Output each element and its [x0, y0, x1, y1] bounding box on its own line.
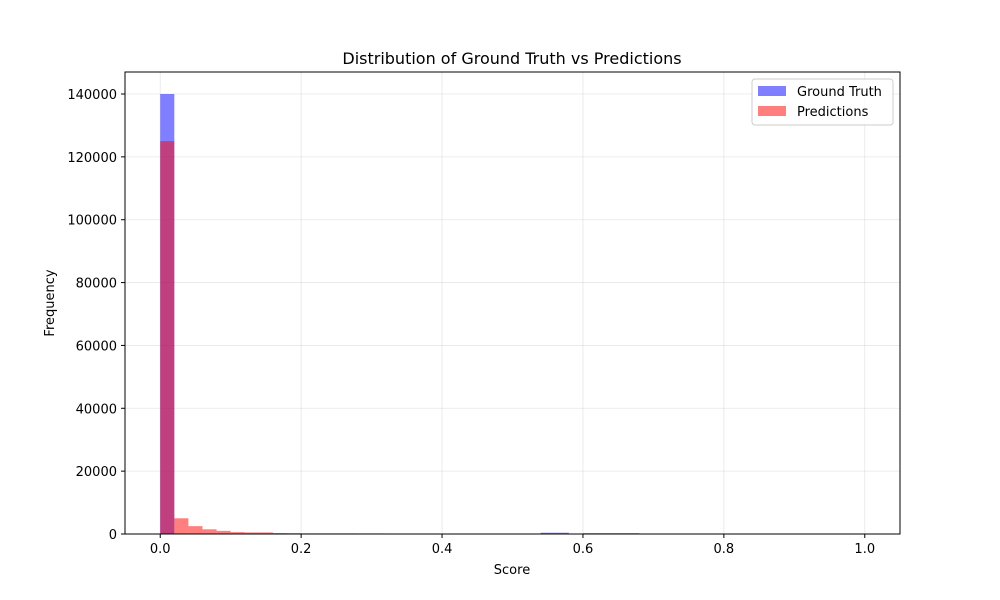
- predictions-bar: [202, 529, 217, 534]
- predictions-bar: [230, 532, 245, 534]
- x-axis-title: Score: [494, 563, 530, 578]
- y-tick-label: 40000: [76, 402, 117, 417]
- x-tick-label: 0.2: [291, 542, 312, 557]
- y-tick-label: 20000: [76, 465, 117, 480]
- legend-box: [751, 78, 894, 126]
- predictions-bar: [244, 532, 259, 534]
- predictions-bar: [160, 141, 175, 534]
- x-tick-label: 1.0: [854, 542, 875, 557]
- x-tick-label: 0.8: [714, 542, 735, 557]
- y-tick-label: 0: [109, 528, 117, 543]
- legend-swatch-predictions: [758, 106, 786, 116]
- legend-swatch-ground-truth: [758, 86, 786, 96]
- y-tick-label: 60000: [76, 339, 117, 354]
- x-tick-label: 0.6: [573, 542, 594, 557]
- ground-truth-bar: [540, 532, 555, 534]
- y-axis-title: Frequency: [43, 269, 58, 336]
- legend: Ground Truth Predictions: [751, 78, 894, 126]
- axis-ticks: 0.0 0.2 0.4 0.6 0.8 1.0 0 20000 40000 60000 80000 1…: [67, 88, 875, 557]
- y-tick-label: 100000: [67, 214, 117, 229]
- histogram-bars: [160, 94, 865, 534]
- x-tick-label: 0.4: [432, 542, 453, 557]
- y-tick-label: 80000: [76, 277, 117, 292]
- predictions-bar: [188, 526, 203, 534]
- predictions-bar: [174, 518, 189, 534]
- grid: [125, 72, 900, 535]
- y-tick-label: 120000: [67, 151, 117, 166]
- x-tick-label: 0.0: [150, 542, 171, 557]
- ground-truth-bar: [554, 532, 569, 534]
- legend-label-predictions: Predictions: [797, 105, 869, 120]
- plot-frame: [124, 71, 901, 535]
- y-tick-label: 140000: [67, 88, 117, 103]
- legend-label-ground-truth: Ground Truth: [797, 85, 882, 100]
- chart-title: Distribution of Ground Truth vs Predicti…: [342, 49, 681, 68]
- predictions-bar: [216, 530, 231, 534]
- predictions-bar: [258, 532, 273, 534]
